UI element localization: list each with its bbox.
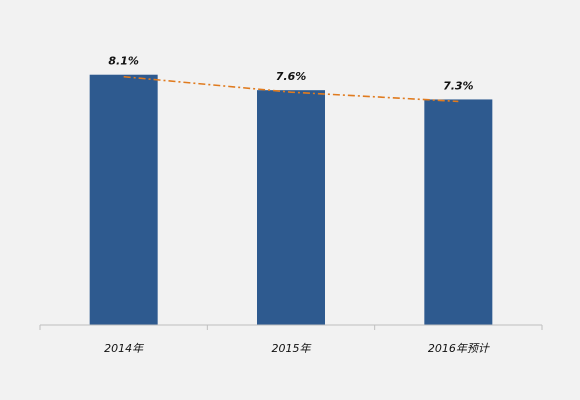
category-label: 2014年 [104,342,144,355]
category-label: 2016年预计 [428,342,490,355]
bar [257,90,325,325]
category-labels-group: 2014年 2015年 2016年预计 [104,342,490,355]
trend-line [123,75,459,103]
data-label: 8.1% [108,55,139,68]
data-label: 7.3% [443,79,474,92]
data-labels-group: 8.1% 7.6% 7.3% [108,55,473,93]
category-label: 2015年 [272,342,312,355]
bars-group [89,74,493,325]
bar [424,99,493,325]
bar [89,74,158,325]
x-axis-ticks [39,325,543,330]
data-label: 7.6% [276,70,307,83]
